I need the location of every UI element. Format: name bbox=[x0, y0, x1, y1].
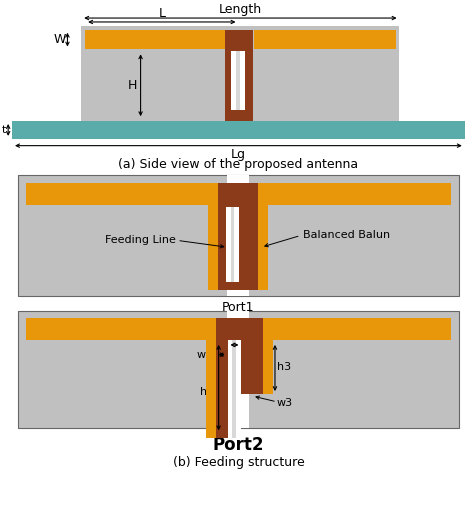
Bar bbox=[18, 311, 459, 428]
Bar bbox=[216, 340, 228, 438]
Text: w2: w2 bbox=[226, 318, 243, 328]
Bar bbox=[226, 208, 239, 282]
Bar bbox=[225, 121, 253, 139]
Bar bbox=[232, 340, 237, 438]
Bar bbox=[237, 51, 240, 110]
Bar bbox=[231, 51, 246, 110]
Text: Balanced Balun: Balanced Balun bbox=[302, 231, 390, 241]
Text: H: H bbox=[128, 79, 137, 92]
Text: (b) Feeding structure: (b) Feeding structure bbox=[173, 456, 304, 469]
Text: w3: w3 bbox=[277, 398, 293, 408]
Bar bbox=[225, 30, 253, 50]
Text: Feeding Line: Feeding Line bbox=[105, 235, 176, 245]
Bar bbox=[12, 121, 465, 139]
Bar bbox=[241, 340, 263, 394]
Bar bbox=[85, 30, 238, 50]
Bar bbox=[18, 175, 459, 296]
Bar bbox=[258, 204, 268, 290]
Text: h1: h1 bbox=[200, 386, 214, 396]
Bar bbox=[216, 319, 263, 340]
Bar bbox=[206, 340, 216, 438]
Bar bbox=[26, 183, 219, 204]
Text: L: L bbox=[158, 7, 165, 20]
Text: W: W bbox=[53, 33, 65, 46]
Text: w1: w1 bbox=[197, 350, 213, 360]
Bar bbox=[263, 340, 273, 394]
Text: Port1: Port1 bbox=[222, 301, 255, 314]
Text: Port2: Port2 bbox=[213, 436, 264, 454]
Bar bbox=[230, 208, 235, 282]
Bar bbox=[227, 175, 249, 296]
Text: Length: Length bbox=[219, 3, 262, 16]
Bar bbox=[228, 340, 241, 438]
Text: (a) Side view of the proposed antenna: (a) Side view of the proposed antenna bbox=[118, 158, 358, 172]
Text: h3: h3 bbox=[277, 362, 291, 372]
Text: Lg: Lg bbox=[231, 147, 246, 161]
Bar bbox=[253, 183, 451, 204]
Bar bbox=[227, 311, 249, 428]
Bar bbox=[254, 30, 395, 50]
Bar bbox=[26, 319, 219, 340]
Bar bbox=[225, 50, 253, 121]
Text: t: t bbox=[2, 125, 6, 135]
Bar bbox=[218, 204, 258, 290]
Bar bbox=[253, 319, 451, 340]
Bar bbox=[208, 204, 218, 290]
Bar bbox=[82, 26, 400, 121]
Bar bbox=[218, 183, 258, 204]
